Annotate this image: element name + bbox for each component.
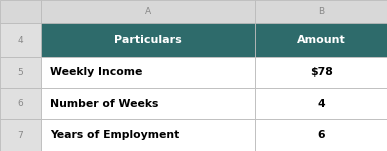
Text: 6: 6 <box>317 130 325 140</box>
Text: $78: $78 <box>310 67 332 77</box>
Bar <box>41 23 255 57</box>
Bar <box>255 119 387 151</box>
Text: 4: 4 <box>17 35 23 45</box>
Bar <box>255 57 387 88</box>
Text: Particulars: Particulars <box>114 35 182 45</box>
Bar <box>41 0 255 23</box>
Text: Weekly Income: Weekly Income <box>50 67 143 77</box>
Text: 6: 6 <box>17 99 23 108</box>
Bar <box>0 0 41 23</box>
Text: Amount: Amount <box>297 35 346 45</box>
Bar <box>255 0 387 23</box>
Bar <box>0 119 41 151</box>
Bar <box>41 57 255 88</box>
Text: 5: 5 <box>17 68 23 77</box>
Text: Number of Weeks: Number of Weeks <box>50 99 159 109</box>
Bar <box>255 23 387 57</box>
Text: Years of Employment: Years of Employment <box>50 130 180 140</box>
Bar <box>0 57 41 88</box>
Bar <box>0 88 41 119</box>
Text: 7: 7 <box>17 131 23 140</box>
Bar <box>0 23 41 57</box>
Bar <box>41 88 255 119</box>
Bar <box>255 88 387 119</box>
Bar <box>41 119 255 151</box>
Text: B: B <box>318 7 324 16</box>
Text: A: A <box>145 7 151 16</box>
Text: 4: 4 <box>317 99 325 109</box>
